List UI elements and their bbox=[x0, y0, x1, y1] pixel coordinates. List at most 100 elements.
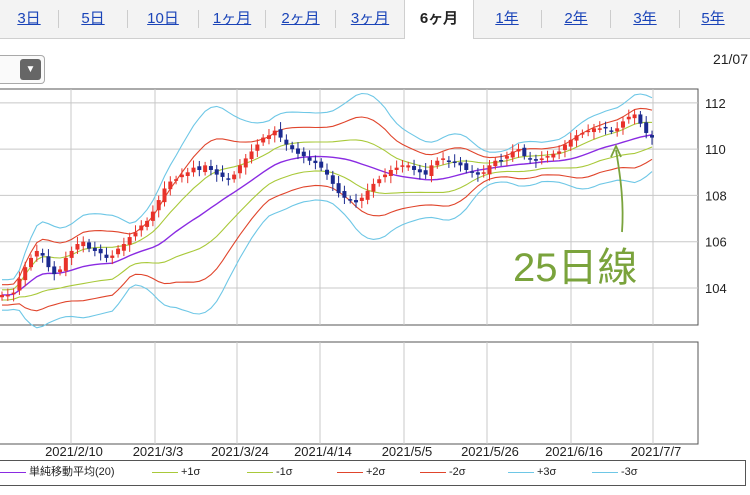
annotation-group: 25日線 bbox=[513, 143, 638, 290]
x-tick-label: 2021/4/14 bbox=[294, 444, 352, 459]
tab-separator bbox=[127, 10, 128, 28]
candle-body bbox=[441, 158, 446, 160]
candle-body bbox=[284, 139, 289, 145]
candle-body bbox=[528, 158, 533, 160]
candle-body bbox=[620, 121, 625, 128]
candle-body bbox=[348, 199, 353, 201]
candle-body bbox=[278, 129, 283, 138]
candle-body bbox=[313, 160, 318, 164]
candle-body bbox=[29, 257, 34, 268]
candle-body bbox=[40, 253, 45, 256]
candle-body bbox=[69, 250, 74, 258]
candle-body bbox=[371, 183, 376, 192]
candle-body bbox=[110, 255, 115, 258]
legend-minus2sigma: -2σ bbox=[420, 461, 466, 483]
annotation-arrow bbox=[615, 149, 624, 233]
candle-body bbox=[34, 250, 39, 257]
x-tick-label: 2021/2/10 bbox=[45, 444, 103, 459]
candle-body bbox=[383, 174, 388, 178]
candle-body bbox=[81, 241, 86, 247]
main-panel-frame bbox=[0, 88, 699, 326]
candle-body bbox=[214, 169, 219, 175]
tab-6m[interactable]: 6ヶ月 bbox=[404, 0, 474, 39]
candle-body bbox=[557, 151, 562, 154]
candle-body bbox=[295, 148, 300, 154]
candle-body bbox=[586, 130, 591, 133]
band-plus2sigma bbox=[2, 107, 653, 286]
candle-body bbox=[319, 161, 324, 168]
legend-minus3sigma: -3σ bbox=[592, 461, 638, 483]
tab-2y[interactable]: 2年 bbox=[564, 10, 588, 27]
candle-body bbox=[301, 151, 306, 157]
tab-1m[interactable]: 1ヶ月 bbox=[212, 10, 252, 27]
candle-body bbox=[191, 167, 196, 173]
tab-1y[interactable]: 1年 bbox=[495, 10, 519, 27]
y-tick-label: 106 bbox=[705, 235, 727, 250]
candle-body bbox=[464, 163, 469, 170]
tab-separator bbox=[58, 10, 59, 28]
candle-body bbox=[185, 172, 190, 176]
tab-3y[interactable]: 3年 bbox=[633, 10, 657, 27]
candle-body bbox=[510, 151, 515, 158]
candle-body bbox=[365, 190, 370, 200]
tab-3d[interactable]: 3日 bbox=[17, 10, 41, 27]
candle-body bbox=[493, 160, 498, 167]
x-tick-label: 2021/3/3 bbox=[133, 444, 184, 459]
tab-5d[interactable]: 5日 bbox=[81, 10, 105, 27]
annotation-25day-line: 25日線 bbox=[513, 246, 638, 290]
candle-body bbox=[435, 160, 440, 166]
candle-body bbox=[580, 132, 585, 135]
candle-body bbox=[417, 169, 422, 173]
legend-minus1sigma: -1σ bbox=[247, 461, 293, 483]
tab-5y[interactable]: 5年 bbox=[701, 10, 725, 27]
candlesticks bbox=[0, 109, 654, 302]
candle-body bbox=[533, 159, 538, 161]
candle-body bbox=[626, 116, 631, 120]
candle-body bbox=[551, 153, 556, 158]
candle-body bbox=[487, 165, 492, 175]
triangle-down-icon[interactable]: ▼ bbox=[20, 59, 41, 80]
candle-body bbox=[591, 128, 596, 133]
tab-3m[interactable]: 3ヶ月 bbox=[350, 10, 390, 27]
candle-body bbox=[470, 171, 475, 173]
candle-body bbox=[121, 244, 126, 251]
tab-10d[interactable]: 10日 bbox=[147, 10, 179, 27]
annotation-arrowhead bbox=[610, 143, 622, 158]
indicator-select[interactable]: ▼ bbox=[0, 55, 45, 84]
chart-frames bbox=[0, 88, 699, 445]
candle-body bbox=[597, 128, 602, 130]
candle-body bbox=[179, 174, 184, 178]
candle-body bbox=[63, 257, 68, 271]
x-tick-label: 2021/7/7 bbox=[631, 444, 682, 459]
candle-body bbox=[243, 158, 248, 168]
candle-body bbox=[23, 267, 28, 281]
candle-body bbox=[168, 181, 173, 190]
candle-body bbox=[145, 220, 150, 227]
band-minus2sigma bbox=[2, 158, 653, 312]
candle-body bbox=[394, 167, 399, 170]
candle-body bbox=[139, 225, 144, 231]
legend-sma20: 単純移動平均(20) bbox=[0, 461, 115, 483]
candle-body bbox=[150, 211, 155, 221]
y-tick-label: 110 bbox=[705, 142, 726, 157]
candle-body bbox=[406, 165, 411, 168]
band-minus3sigma bbox=[2, 171, 653, 329]
candle-body bbox=[638, 114, 643, 124]
y-tick-label: 108 bbox=[705, 188, 727, 203]
date-range-label: 21/07 bbox=[712, 51, 748, 67]
candle-body bbox=[232, 174, 237, 180]
candle-body bbox=[603, 126, 608, 129]
y-tick-label: 104 bbox=[705, 281, 727, 296]
candle-body bbox=[522, 147, 527, 157]
band-plus3sigma bbox=[2, 92, 653, 281]
x-tick-label: 2021/6/16 bbox=[545, 444, 603, 459]
candle-body bbox=[650, 135, 654, 138]
tab-separator bbox=[610, 10, 611, 28]
candle-body bbox=[412, 166, 417, 170]
tab-2m[interactable]: 2ヶ月 bbox=[281, 10, 320, 27]
candle-body bbox=[116, 248, 121, 255]
candle-body bbox=[516, 149, 521, 152]
candle-body bbox=[104, 254, 109, 258]
candle-body bbox=[290, 145, 295, 150]
